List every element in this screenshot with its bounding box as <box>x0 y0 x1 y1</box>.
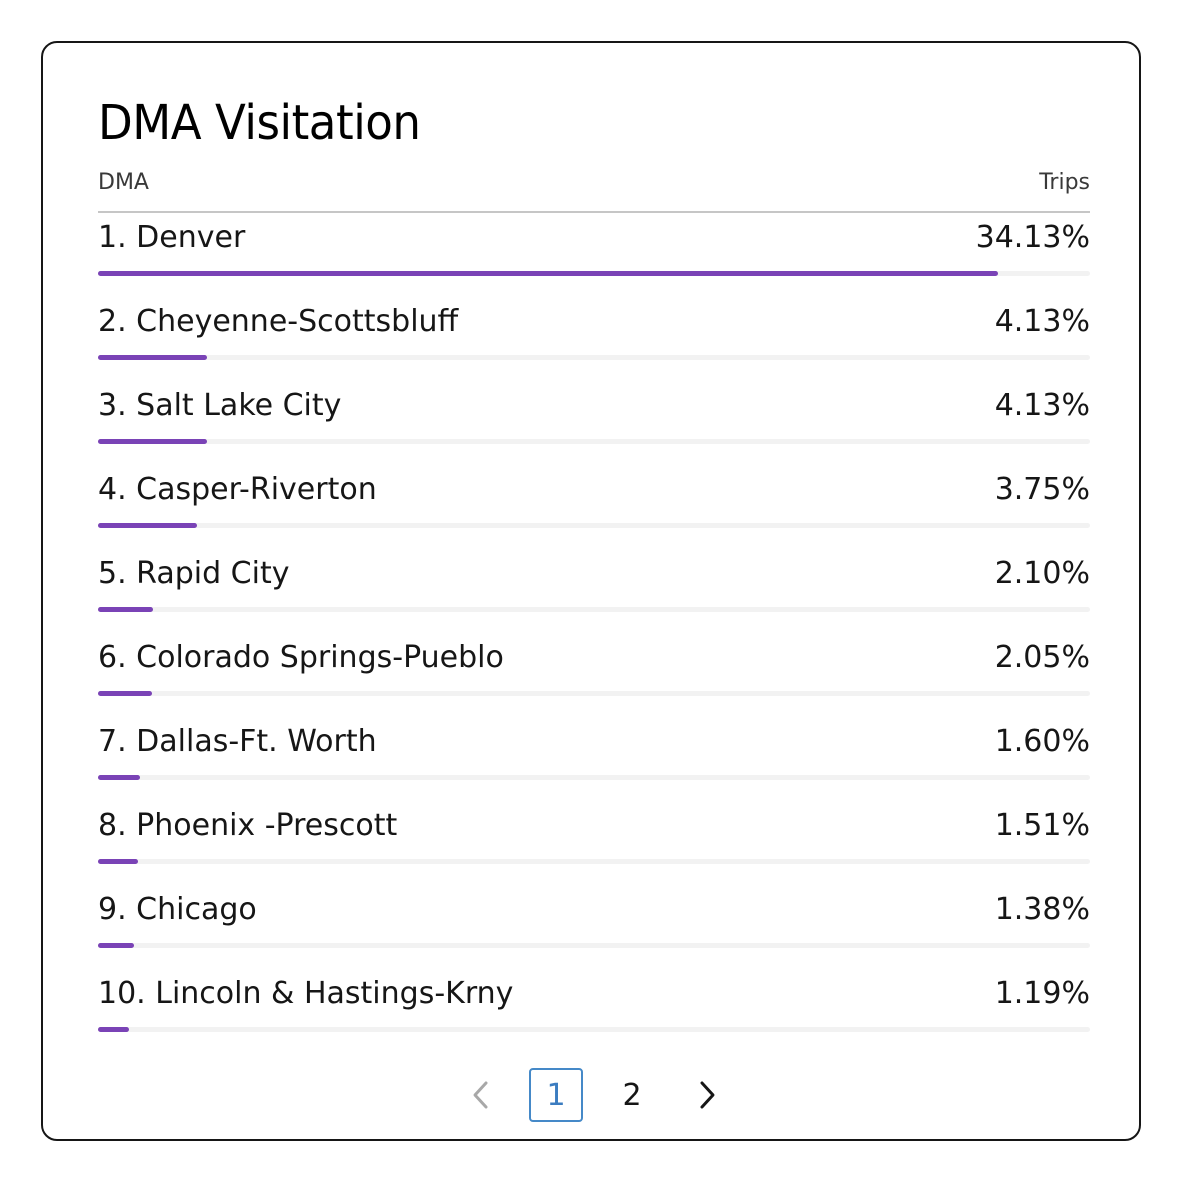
bar-track <box>98 859 1090 864</box>
pagination: 1 2 <box>43 1068 1139 1124</box>
bar-track <box>98 355 1090 360</box>
dma-name: 4. Casper-Riverton <box>98 472 377 507</box>
bar-track <box>98 439 1090 444</box>
trips-percent: 1.51% <box>994 808 1090 843</box>
dma-name: 3. Salt Lake City <box>98 388 342 423</box>
chevron-right-icon <box>700 1081 715 1109</box>
table-header: DMA Trips <box>98 169 1090 213</box>
list-item: 10. Lincoln & Hastings-Krny 1.19% <box>98 969 1090 1053</box>
trips-percent: 2.05% <box>994 640 1090 675</box>
bar-fill <box>98 439 207 444</box>
bar-fill <box>98 859 138 864</box>
column-header-trips: Trips <box>1039 170 1090 195</box>
trips-percent: 4.13% <box>994 388 1090 423</box>
bar-fill <box>98 271 999 276</box>
list-item: 7. Dallas-Ft. Worth 1.60% <box>98 717 1090 801</box>
dma-name: 8. Phoenix -Prescott <box>98 808 398 843</box>
next-page-button[interactable] <box>680 1068 734 1122</box>
dma-name: 2. Cheyenne-Scottsbluff <box>98 304 459 339</box>
bar-track <box>98 1027 1090 1032</box>
dma-name: 10. Lincoln & Hastings-Krny <box>98 976 514 1011</box>
list-item: 2. Cheyenne-Scottsbluff 4.13% <box>98 297 1090 381</box>
chevron-left-icon <box>473 1081 488 1109</box>
dma-list: 1. Denver 34.13% 2. Cheyenne-Scottsbluff… <box>98 213 1090 1053</box>
card-title: DMA Visitation <box>98 95 421 151</box>
bar-track <box>98 523 1090 528</box>
bar-track <box>98 607 1090 612</box>
list-item: 3. Salt Lake City 4.13% <box>98 381 1090 465</box>
page-1-button[interactable]: 1 <box>529 1068 583 1122</box>
dma-name: 5. Rapid City <box>98 556 290 591</box>
bar-fill <box>98 1027 130 1032</box>
list-item: 6. Colorado Springs-Pueblo 2.05% <box>98 633 1090 717</box>
list-item: 5. Rapid City 2.10% <box>98 549 1090 633</box>
trips-percent: 2.10% <box>994 556 1090 591</box>
bar-fill <box>98 943 135 948</box>
bar-fill <box>98 523 197 528</box>
page-2-button[interactable]: 2 <box>622 1077 642 1113</box>
previous-page-button[interactable] <box>454 1068 508 1122</box>
bar-fill <box>98 355 207 360</box>
list-item: 8. Phoenix -Prescott 1.51% <box>98 801 1090 885</box>
bar-track <box>98 691 1090 696</box>
bar-track <box>98 271 1090 276</box>
trips-percent: 1.60% <box>994 724 1090 759</box>
column-header-dma: DMA <box>98 170 149 195</box>
trips-percent: 4.13% <box>994 304 1090 339</box>
trips-percent: 1.19% <box>994 976 1090 1011</box>
trips-percent: 3.75% <box>994 472 1090 507</box>
dma-name: 6. Colorado Springs-Pueblo <box>98 640 504 675</box>
list-item: 1. Denver 34.13% <box>98 213 1090 297</box>
dma-name: 9. Chicago <box>98 892 257 927</box>
dma-name: 7. Dallas-Ft. Worth <box>98 724 377 759</box>
list-item: 4. Casper-Riverton 3.75% <box>98 465 1090 549</box>
bar-fill <box>98 691 153 696</box>
dma-visitation-card: DMA Visitation DMA Trips 1. Denver 34.13… <box>41 41 1141 1141</box>
bar-fill <box>98 775 141 780</box>
bar-track <box>98 775 1090 780</box>
list-item: 9. Chicago 1.38% <box>98 885 1090 969</box>
bar-track <box>98 943 1090 948</box>
trips-percent: 34.13% <box>975 220 1090 255</box>
trips-percent: 1.38% <box>994 892 1090 927</box>
dma-name: 1. Denver <box>98 220 246 255</box>
bar-fill <box>98 607 154 612</box>
